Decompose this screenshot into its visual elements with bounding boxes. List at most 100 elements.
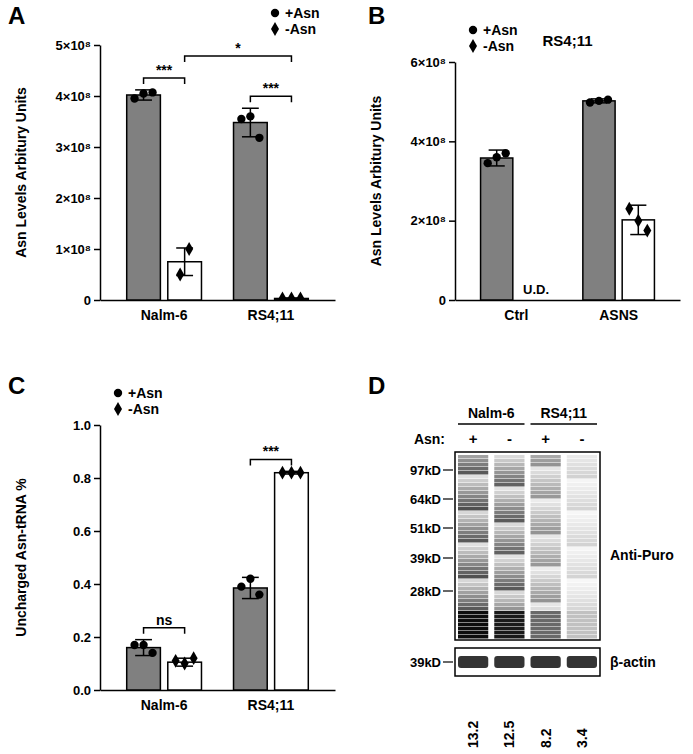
data-point [130,94,138,102]
data-point [287,292,295,300]
blot-band [458,503,488,507]
treatment-sign: - [579,430,584,447]
blot-band [531,519,561,523]
x-tick-label: Nalm-6 [141,697,188,713]
blot-band [458,495,488,499]
blot-band [567,535,597,539]
chart-title: RS4;11 [542,32,592,49]
y-tick-mark [449,62,455,64]
significance-bracket [250,459,291,465]
blot-band [458,531,488,535]
blot-band [567,511,597,515]
blot-band [567,551,597,555]
blot-band [458,623,488,627]
blot-band [567,599,597,603]
blot-band [567,543,597,547]
y-axis: 01×10⁸2×10⁸3×10⁸4×10⁸5×10⁸ [56,38,101,308]
blot-band [567,519,597,523]
blot-band [494,631,524,635]
y-tick-mark [94,249,100,251]
lane-group-underline [458,423,525,425]
blot-band [567,559,597,563]
ladder-label: 39kD [410,655,441,670]
blot-band [494,583,524,587]
blot-band [458,559,488,563]
y-tick-label: 0.6 [73,524,91,539]
blot-band [458,563,488,567]
blot-band [458,499,488,503]
data-point [246,575,254,583]
blot-band [458,487,488,491]
data-point [172,654,180,668]
y-tick: 5×10⁸ [56,38,100,53]
ladder-label: 64kD [410,492,441,507]
loading-band [458,656,488,668]
chart-panel: C0.00.20.40.60.81.0Nalm-6RS4;11Uncharged… [8,372,336,713]
legend-item: -Asn [469,38,514,54]
blot-band [458,575,488,579]
blot-band [458,635,488,639]
data-point [634,214,642,228]
blot-band [567,591,597,595]
probe-label: Anti-Puro [610,547,674,563]
blot-band [458,587,488,591]
blot-band [567,467,597,471]
y-tick: 2×10⁸ [56,191,100,206]
y-tick-mark [449,220,455,222]
data-point [190,651,198,665]
blot-band [531,583,561,587]
y-tick-label: 2×10⁸ [56,191,91,206]
blot-band [494,511,524,515]
legend: +Asn-Asn [469,22,518,54]
blot-band [494,519,524,523]
blot-band [567,475,597,479]
y-tick-label: 4×10⁸ [56,89,91,104]
data-point [246,112,254,120]
y-axis-line [100,46,102,301]
blot-band [531,459,561,463]
x-tick: RS4;11 [248,690,295,713]
legend-item: -Asn [271,21,316,37]
blot-band [531,471,561,475]
blot-band [567,555,597,559]
y-tick-mark [94,584,100,586]
blot-band [494,627,524,631]
blot-band [567,507,597,511]
plot-area [481,95,655,300]
y-tick-label: 6×10⁸ [411,55,446,70]
blot-band [458,627,488,631]
blot-band [458,483,488,487]
blot-band [458,515,488,519]
ladder-label: 28kD [410,584,441,599]
data-point [643,224,651,238]
treatment-sign: - [507,430,512,447]
y-tick: 0.6 [73,524,100,539]
blot-band [567,579,597,583]
blot-band [531,627,561,631]
y-tick: 3×10⁸ [56,140,100,155]
blot-band [458,579,488,583]
x-axis: Nalm-6RS4;11 [101,300,336,323]
loading-band [494,656,524,668]
blot-band [531,543,561,547]
ladder-tick [443,557,453,558]
data-point [148,649,156,657]
blot-band [494,551,524,555]
blot-frame [455,452,600,640]
y-tick: 0 [439,293,455,308]
blot-background [455,452,600,640]
blot-band [494,455,524,459]
blot-band [567,587,597,591]
blot-band [531,475,561,479]
bar [234,588,268,690]
lane-group-label: Nalm-6 [468,405,515,421]
blot-band [531,599,561,603]
data-point [139,641,147,649]
panel-label: D [368,372,385,399]
blot-band [567,479,597,483]
x-axis: Nalm-6 RS4;11 [101,690,336,713]
data-point [255,134,263,142]
ladder-tick [443,527,453,528]
legend-label: -Asn [128,401,159,417]
legend: +Asn-Asn [114,385,163,417]
